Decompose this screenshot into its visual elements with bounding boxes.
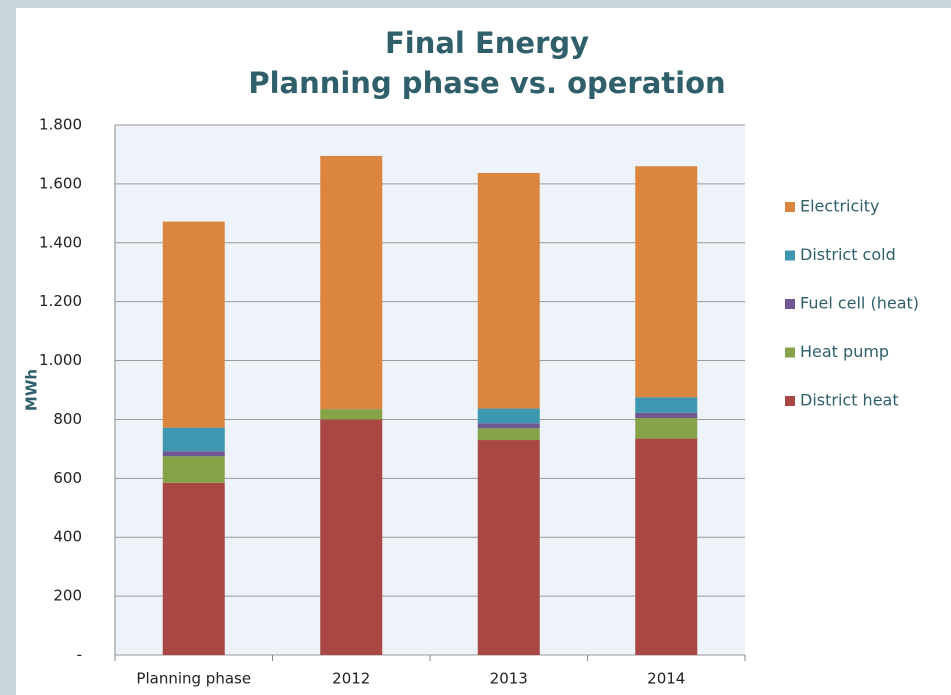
- legend-swatch: [785, 202, 795, 212]
- bar-segment: [162, 482, 225, 655]
- y-tick-label: 1.200: [39, 292, 82, 310]
- bar-segment: [320, 419, 383, 655]
- bar-segment: [477, 408, 540, 424]
- bar-segment: [477, 423, 540, 429]
- legend-swatch: [785, 299, 795, 309]
- bar-segment: [162, 451, 225, 457]
- bar-segment: [635, 166, 698, 398]
- chart-subtitle: Planning phase vs. operation: [248, 66, 725, 100]
- bar-segment: [162, 221, 225, 428]
- legend-text: Fuel cell (heat): [800, 294, 919, 313]
- y-tick-label: 400: [53, 528, 82, 546]
- y-axis-label: MWh: [23, 369, 41, 411]
- y-tick-label: 1.400: [39, 233, 82, 251]
- bar-segment: [635, 412, 698, 418]
- y-tick-label: -: [77, 646, 82, 664]
- x-tick-label: 2014: [647, 670, 685, 688]
- legend-swatch: [785, 396, 795, 406]
- legend-swatch: [785, 250, 795, 261]
- chart-title: Final Energy: [385, 26, 589, 60]
- bar-segment: [477, 172, 540, 409]
- legend-swatch: [785, 347, 795, 358]
- legend-text: District cold: [800, 245, 896, 264]
- bar-segment: [635, 397, 698, 413]
- bar-segment: [320, 155, 383, 410]
- x-tick-label: 2013: [490, 670, 528, 688]
- bar-segment: [477, 440, 540, 655]
- y-tick-label: 1.600: [39, 174, 82, 192]
- x-tick-label: Planning phase: [136, 670, 251, 688]
- bar-segment: [635, 438, 698, 655]
- y-tick-label: 600: [53, 469, 82, 487]
- bar-segment: [635, 417, 698, 439]
- bar-segment: [477, 428, 540, 441]
- y-tick-label: 1.000: [39, 351, 82, 369]
- legend-text: Heat pump: [800, 342, 889, 361]
- bar-segment: [162, 456, 225, 483]
- x-tick-label: 2012: [332, 670, 370, 688]
- legend-text: District heat: [800, 391, 899, 410]
- y-tick-label: 800: [53, 410, 82, 428]
- y-tick-label: 1.800: [39, 116, 82, 134]
- bar-segment: [162, 427, 225, 452]
- legend-text: Electricity: [800, 197, 879, 216]
- y-tick-label: 200: [53, 587, 82, 605]
- bar-segment: [320, 409, 383, 420]
